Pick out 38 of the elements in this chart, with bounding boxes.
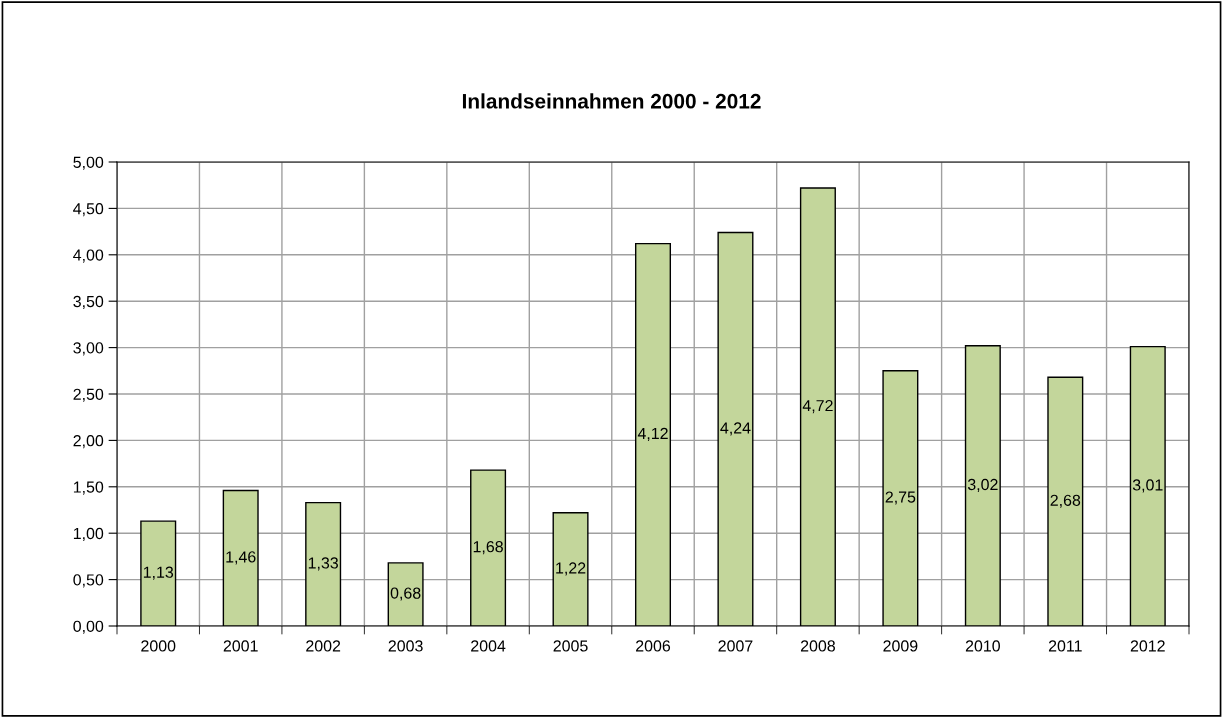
x-tick-label: 2011 [1048, 640, 1082, 652]
data-label: 1,22 [556, 562, 586, 576]
y-tick-label: 3,00 [73, 342, 104, 356]
y-tick-label: 1,50 [73, 481, 104, 495]
x-tick-label: 2005 [553, 640, 588, 652]
data-label: 2,75 [885, 491, 916, 505]
data-label: 1,33 [308, 557, 338, 571]
data-label: 4,24 [720, 422, 751, 436]
y-tick-label: 1,00 [73, 527, 104, 542]
x-tick-label: 2007 [718, 640, 753, 652]
x-tick-label: 2008 [800, 640, 835, 652]
x-tick-label: 2004 [471, 640, 506, 652]
y-tick-label: 0,50 [73, 574, 104, 588]
data-label: 1,46 [226, 551, 256, 565]
y-tick-label: 5,00 [73, 156, 104, 170]
data-label: 1,13 [143, 566, 174, 580]
y-tick-label: 4,50 [73, 203, 104, 217]
data-label: 0,68 [390, 587, 421, 601]
data-label: 3,02 [967, 478, 998, 493]
x-tick-label: 2001 [223, 640, 258, 652]
x-tick-label: 2003 [388, 640, 423, 652]
y-tick-label: 3,50 [73, 295, 104, 310]
y-tick-label: 4,00 [73, 249, 104, 263]
data-label: 4,72 [802, 399, 833, 414]
x-tick-label: 2009 [883, 640, 918, 652]
data-label: 1,68 [473, 541, 503, 555]
x-tick-label: 2012 [1130, 640, 1165, 652]
x-tick-label: 2010 [965, 640, 1000, 652]
x-tick-label: 2000 [141, 640, 176, 652]
chart-title: Inlandseinnahmen 2000 - 2012 [462, 93, 761, 109]
y-tick-label: 2,00 [73, 435, 104, 449]
x-tick-label: 2006 [636, 640, 671, 652]
data-label: 2,68 [1050, 494, 1081, 508]
data-label: 3,01 [1132, 479, 1163, 493]
data-label: 4,12 [637, 427, 668, 442]
y-tick-label: 0,00 [73, 620, 104, 634]
x-tick-label: 2002 [306, 640, 341, 652]
y-tick-label: 2,50 [73, 388, 104, 402]
